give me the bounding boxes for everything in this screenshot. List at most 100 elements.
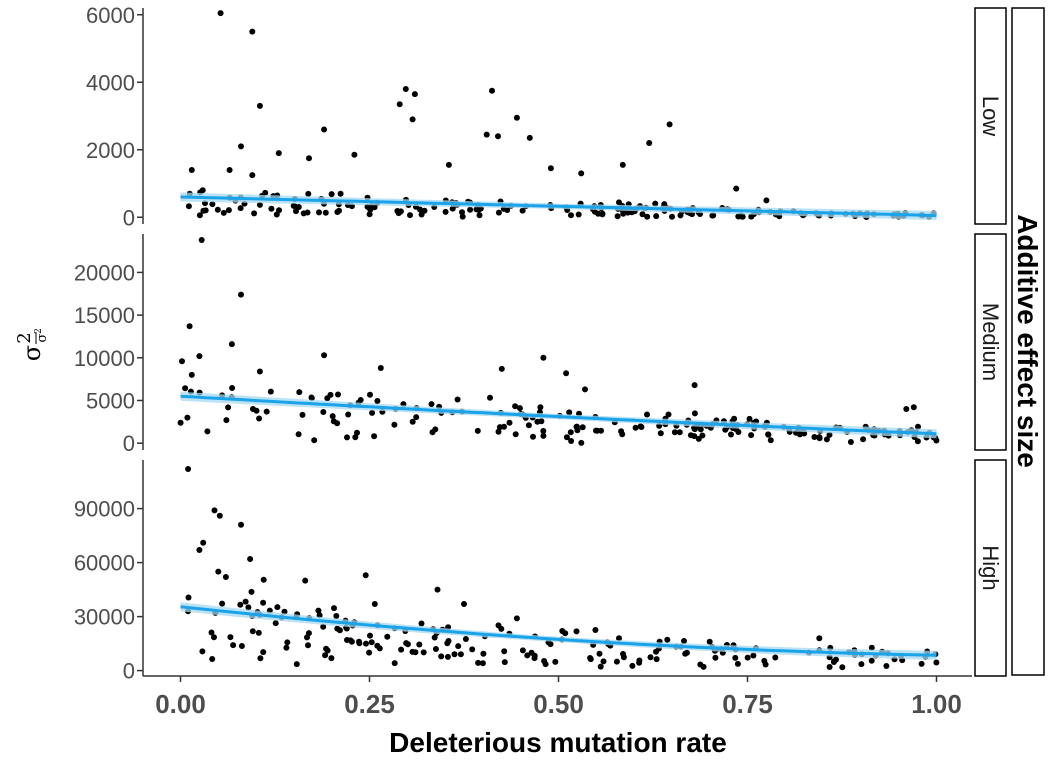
y-tick-label: 0 xyxy=(123,205,135,230)
data-point xyxy=(186,323,193,330)
data-point xyxy=(209,201,216,208)
data-point xyxy=(409,116,416,123)
data-point xyxy=(666,121,673,128)
data-point xyxy=(185,594,192,601)
data-point xyxy=(209,656,216,662)
data-point xyxy=(459,213,466,220)
data-point xyxy=(706,638,713,645)
data-point xyxy=(432,646,439,652)
data-point xyxy=(322,652,329,659)
data-point xyxy=(315,607,322,614)
fit-line xyxy=(180,394,937,436)
x-axis-title: Deleterious mutation rate xyxy=(389,727,727,758)
data-point xyxy=(534,418,541,425)
data-point xyxy=(321,126,328,133)
data-point xyxy=(735,213,742,220)
data-point xyxy=(697,426,704,433)
data-point xyxy=(316,612,323,619)
data-point xyxy=(699,432,706,439)
data-point xyxy=(526,134,533,141)
data-point xyxy=(316,209,322,216)
data-point xyxy=(624,209,631,216)
data-point xyxy=(506,419,513,426)
data-point xyxy=(356,640,363,647)
data-point xyxy=(903,406,910,412)
data-point xyxy=(547,641,554,648)
data-point xyxy=(530,433,536,440)
data-point xyxy=(260,576,267,583)
data-point xyxy=(366,211,373,218)
data-point xyxy=(512,431,519,438)
data-point xyxy=(691,426,698,433)
facet-strip xyxy=(974,459,1007,677)
data-point xyxy=(404,641,411,648)
data-point xyxy=(238,291,244,298)
data-point xyxy=(188,167,195,173)
data-point xyxy=(475,659,482,666)
y-tick-label: 4000 xyxy=(86,70,135,95)
data-point xyxy=(421,207,428,214)
y-tick-label: 15000 xyxy=(74,303,135,328)
data-point xyxy=(600,658,607,665)
data-point xyxy=(219,600,226,607)
data-point xyxy=(366,649,373,656)
data-point xyxy=(636,657,643,664)
data-point xyxy=(238,143,244,150)
data-point xyxy=(646,140,653,146)
data-point xyxy=(220,209,227,216)
data-point xyxy=(384,633,391,640)
data-point xyxy=(362,572,369,579)
x-tick-label: 0.25 xyxy=(344,689,395,719)
data-point xyxy=(320,623,327,630)
data-point xyxy=(476,212,483,219)
y-tick-label: 0 xyxy=(123,431,135,456)
data-point xyxy=(540,428,547,434)
y-tick-label: 90000 xyxy=(74,497,135,522)
data-point xyxy=(225,404,232,411)
x-tick-label: 0.50 xyxy=(533,689,584,719)
y-axis-title-sub: σ xyxy=(35,333,50,342)
data-point xyxy=(469,646,476,653)
data-point xyxy=(467,206,474,213)
data-point xyxy=(457,651,464,658)
data-point xyxy=(308,394,315,401)
data-point xyxy=(198,237,205,243)
data-point xyxy=(262,189,269,196)
data-point xyxy=(823,436,830,443)
data-point xyxy=(495,209,502,216)
data-point xyxy=(391,421,398,428)
data-point xyxy=(568,438,575,444)
data-point xyxy=(273,211,280,218)
y-tick-label: 0 xyxy=(123,659,135,684)
data-point xyxy=(229,385,236,391)
data-point xyxy=(434,586,441,593)
data-point xyxy=(683,649,690,656)
data-point xyxy=(409,418,416,425)
data-point xyxy=(653,648,659,655)
data-point xyxy=(215,568,222,575)
y-tick-label: 30000 xyxy=(74,605,135,630)
data-point xyxy=(519,647,526,654)
data-point xyxy=(498,365,505,372)
data-point xyxy=(653,213,660,220)
data-point xyxy=(238,521,244,528)
data-point xyxy=(334,209,341,215)
confidence-ribbon xyxy=(180,391,937,439)
data-point xyxy=(653,656,660,663)
data-point xyxy=(223,417,230,424)
data-point xyxy=(772,654,779,661)
data-point xyxy=(431,634,438,641)
data-point xyxy=(305,190,312,197)
data-point xyxy=(578,439,585,446)
data-point xyxy=(196,212,203,219)
outer-strip-label: Additive effect size xyxy=(1012,214,1043,468)
data-point xyxy=(345,411,352,418)
data-point xyxy=(933,437,940,444)
x-tick-label: 0.75 xyxy=(722,689,773,719)
data-point xyxy=(541,658,548,664)
data-point xyxy=(620,654,627,661)
data-point xyxy=(411,91,418,98)
data-point xyxy=(200,539,207,546)
data-point xyxy=(211,634,217,641)
data-point xyxy=(267,388,274,395)
